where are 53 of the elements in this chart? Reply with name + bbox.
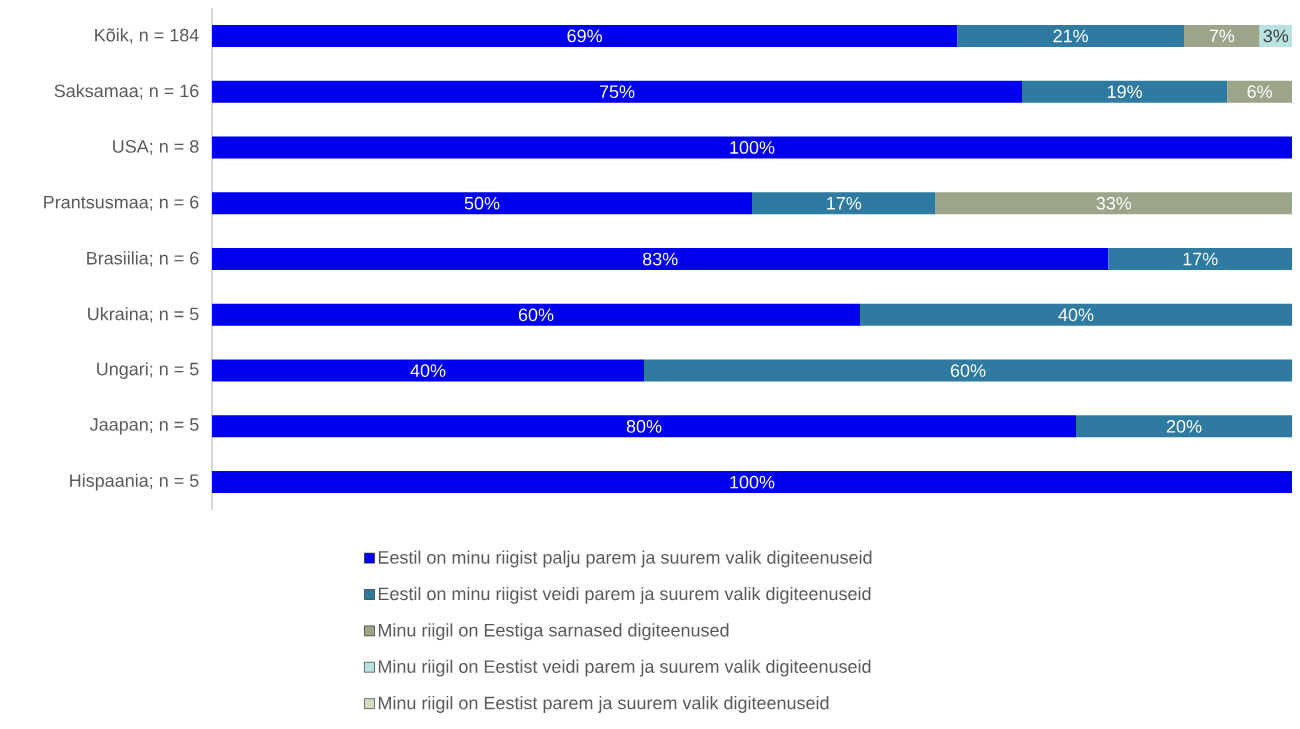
bar (1022, 80, 1228, 103)
data-label: 19% (1107, 85, 1142, 99)
data-label: 60% (518, 308, 554, 322)
bar (935, 192, 1293, 215)
bar (212, 471, 1293, 494)
bar (1184, 24, 1260, 47)
legend-label: Eestil on minu riigist veidi parem ja suurem valik digiteenuseid (378, 586, 871, 604)
data-label: 20% (1166, 419, 1202, 433)
data-label: 50% (464, 196, 500, 210)
y-tick-label: USA; n = 8 (113, 140, 199, 155)
y-tick-label: Kõik, n = 184 (95, 28, 199, 44)
bar (212, 24, 958, 47)
data-label: 21% (1053, 29, 1088, 43)
data-label: 40% (410, 364, 446, 377)
bar (212, 303, 861, 326)
y-tick-label: Ukraina; n = 5 (88, 307, 199, 323)
bar (1076, 415, 1293, 438)
bar (752, 192, 936, 215)
data-label: 69% (567, 29, 602, 43)
bar (860, 303, 1293, 326)
y-tick-label: Saksamaa; n = 16 (54, 84, 199, 100)
bar (212, 136, 1293, 159)
data-label: 80% (626, 419, 662, 433)
bar (212, 359, 644, 382)
bar (212, 80, 1023, 103)
bar (212, 192, 753, 215)
data-label: 40% (1058, 308, 1094, 322)
legend-label: Minu riigil on Eestist parem ja suurem valik digiteenuseid (378, 696, 829, 713)
data-label: 100% (730, 141, 775, 154)
y-tick-label: Prantsusmaa; n = 6 (44, 195, 199, 211)
bar (957, 24, 1185, 47)
legend-label: Minu riigil on Eestist veidi parem ja suurem valik digiteenuseid (378, 659, 871, 677)
y-tick-label: Ungari; n = 5 (97, 362, 199, 379)
data-label: 75% (599, 85, 635, 99)
bar (212, 415, 1077, 438)
bar (644, 359, 1293, 382)
data-label: 17% (1183, 252, 1218, 266)
data-label: 100% (730, 475, 775, 489)
legend-label: Eestil on minu riigist palju parem ja suurem valik digiteenuseid (378, 550, 872, 568)
data-label: 17% (827, 196, 862, 210)
data-label: 6% (1247, 85, 1272, 99)
data-label: 60% (950, 364, 986, 377)
bar (212, 248, 1109, 271)
y-tick-label: Hispaania; n = 5 (70, 473, 199, 491)
data-label: 83% (642, 252, 678, 266)
data-label: 3% (1263, 29, 1289, 43)
y-tick-label: Brasiilia; n = 6 (87, 251, 199, 267)
bar (1108, 248, 1293, 271)
legend-label: Minu riigil on Eestiga sarnased digiteenused (378, 623, 729, 641)
data-label: 7% (1209, 29, 1235, 43)
data-label: 33% (1096, 196, 1132, 210)
y-tick-label: Jaapan; n = 5 (89, 418, 199, 435)
bar (1227, 80, 1293, 103)
